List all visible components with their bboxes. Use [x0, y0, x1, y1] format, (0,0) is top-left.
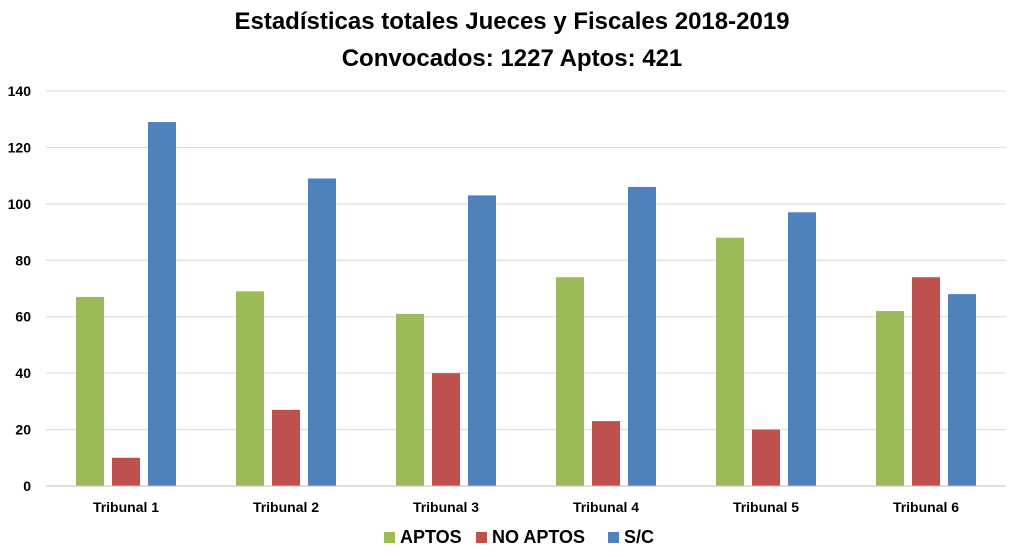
chart-title: Estadísticas totales Jueces y Fiscales 2… [234, 8, 789, 35]
bar-aptos-4 [556, 277, 584, 486]
bar-s-c-4 [628, 186, 656, 486]
bar-aptos-5 [716, 237, 744, 486]
y-axis: 0 20 40 60 80 100 120 140 [8, 83, 32, 494]
y-tick-label: 0 [23, 478, 31, 494]
x-tick-label: Tribunal 1 [93, 499, 159, 515]
bar-aptos-3 [396, 313, 424, 486]
bar-s-c-2 [308, 178, 336, 486]
x-tick-label: Tribunal 5 [733, 499, 799, 515]
bar-s-c-3 [468, 195, 496, 486]
y-tick-label: 20 [15, 422, 31, 438]
y-tick-label: 60 [15, 309, 31, 325]
legend-label: NO APTOS [492, 527, 585, 547]
legend-swatch [608, 532, 619, 543]
bar-no-aptos-3 [432, 373, 460, 486]
bar-s-c-5 [788, 212, 816, 487]
bar-s-c-1 [148, 122, 176, 487]
chart-subtitle: Convocados: 1227 Aptos: 421 [342, 45, 683, 72]
bar-aptos-1 [76, 296, 104, 486]
x-tick-label: Tribunal 2 [253, 499, 319, 515]
bar-no-aptos-4 [592, 421, 620, 486]
legend-swatch [384, 532, 395, 543]
y-tick-label: 120 [8, 139, 32, 155]
legend-swatch [476, 532, 487, 543]
legend-label: S/C [624, 527, 654, 547]
x-tick-label: Tribunal 6 [893, 499, 959, 515]
x-tick-label: Tribunal 4 [573, 499, 639, 515]
y-tick-label: 100 [8, 196, 32, 212]
bar-aptos-2 [236, 291, 264, 486]
y-tick-label: 140 [8, 83, 32, 99]
bar-no-aptos-6 [912, 277, 940, 486]
bar-s-c-6 [948, 294, 976, 486]
y-tick-label: 40 [15, 365, 31, 381]
bar-aptos-6 [876, 311, 904, 486]
bar-no-aptos-5 [752, 429, 780, 486]
gridlines [46, 90, 1006, 431]
x-tick-label: Tribunal 3 [413, 499, 479, 515]
bar-no-aptos-1 [112, 457, 140, 486]
legend-label: APTOS [400, 527, 462, 547]
x-axis: Tribunal 1 Tribunal 2 Tribunal 3 Tribunal 4… [93, 499, 959, 515]
y-tick-label: 80 [15, 252, 31, 268]
legend: APTOS NO APTOS S/C [384, 527, 654, 547]
bars [76, 122, 976, 487]
bar-no-aptos-2 [272, 409, 300, 486]
